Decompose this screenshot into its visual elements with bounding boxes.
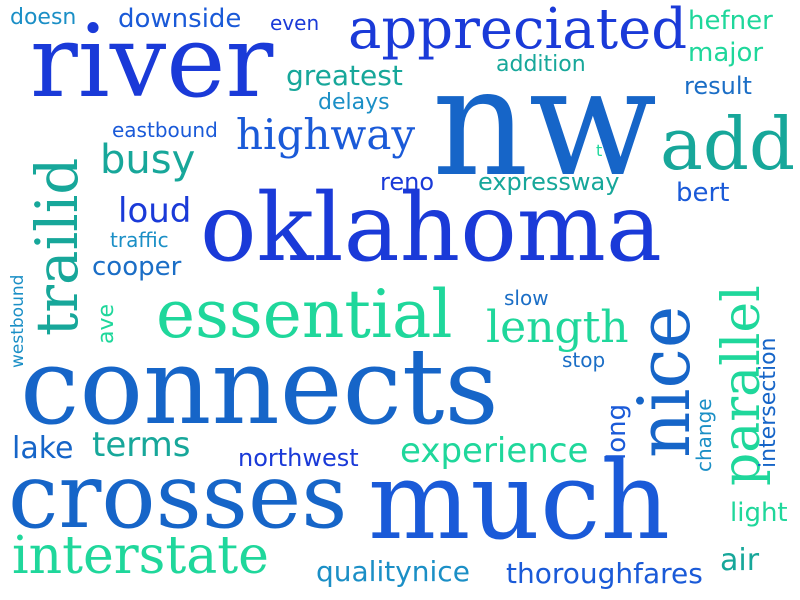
word-result: result	[684, 72, 752, 100]
word-change: change	[692, 398, 716, 472]
word-delays: delays	[318, 90, 390, 115]
word-highway: highway	[236, 110, 416, 159]
word-even: even	[270, 11, 320, 35]
word-terms: terms	[92, 425, 191, 465]
word-downside: downside	[118, 4, 242, 34]
word-river: river	[30, 3, 274, 120]
word-air: air	[720, 543, 760, 578]
word-cooper: cooper	[92, 252, 182, 282]
word-essential: essential	[156, 276, 453, 353]
word-experience: experience	[400, 431, 589, 471]
word-intersection: intersection	[756, 337, 781, 469]
word-stop: stop	[562, 348, 606, 372]
word-bert: bert	[676, 178, 730, 208]
word-oklahoma: oklahoma	[200, 174, 662, 283]
word-connects: connects	[20, 325, 499, 448]
word-qualitynice: qualitynice	[316, 555, 470, 588]
word-traffic: traffic	[110, 228, 169, 252]
word-doesn: doesn	[10, 5, 77, 30]
word-lake: lake	[12, 431, 74, 466]
word-interstate: interstate	[12, 526, 269, 586]
word-hefner: hefner	[688, 6, 773, 36]
word-eastbound: eastbound	[112, 118, 218, 142]
word-northwest: northwest	[238, 444, 359, 472]
word-length: length	[486, 302, 629, 353]
word-crosses: crosses	[8, 444, 348, 549]
word-slow: slow	[504, 286, 549, 310]
word-busy: busy	[100, 137, 196, 183]
word-appreciated: appreciated	[348, 0, 688, 62]
word-nice: nice	[622, 305, 706, 458]
word-light: light	[730, 498, 788, 528]
word-addition: addition	[496, 52, 586, 77]
word-thoroughfares: thoroughfares	[506, 557, 703, 590]
word-major: major	[688, 38, 764, 68]
word-expressway: expressway	[478, 168, 620, 196]
word-much: much	[368, 439, 671, 564]
word-greatest: greatest	[286, 59, 403, 92]
word-reno: reno	[380, 168, 434, 196]
word-loud: loud	[118, 191, 192, 231]
word-nw: nw	[432, 36, 657, 210]
word-add: add	[660, 102, 796, 186]
word-trailid: trailid	[23, 157, 91, 336]
word-t: t	[596, 141, 603, 160]
